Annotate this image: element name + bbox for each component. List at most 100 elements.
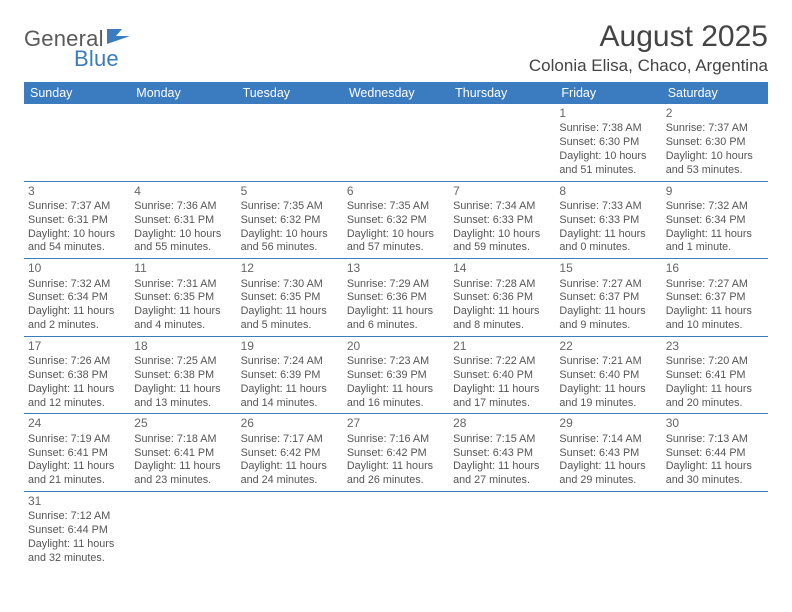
- day-number: 21: [453, 339, 551, 354]
- daylight-text: and 26 minutes.: [347, 474, 445, 488]
- day-number: 7: [453, 184, 551, 199]
- logo: General Blue: [24, 26, 134, 72]
- daylight-text: Daylight: 11 hours: [453, 383, 551, 397]
- calendar-cell: 1Sunrise: 7:38 AMSunset: 6:30 PMDaylight…: [555, 104, 661, 181]
- daylight-text: and 0 minutes.: [559, 241, 657, 255]
- sunset-text: Sunset: 6:41 PM: [666, 369, 764, 383]
- day-number: 29: [559, 416, 657, 431]
- calendar-cell: 17Sunrise: 7:26 AMSunset: 6:38 PMDayligh…: [24, 336, 130, 414]
- title-block: August 2025 Colonia Elisa, Chaco, Argent…: [529, 20, 768, 76]
- calendar-cell: 5Sunrise: 7:35 AMSunset: 6:32 PMDaylight…: [237, 181, 343, 259]
- daylight-text: Daylight: 10 hours: [134, 228, 232, 242]
- calendar-cell: 31Sunrise: 7:12 AMSunset: 6:44 PMDayligh…: [24, 492, 130, 569]
- sunrise-text: Sunrise: 7:13 AM: [666, 433, 764, 447]
- calendar-cell: [449, 492, 555, 569]
- daylight-text: and 21 minutes.: [28, 474, 126, 488]
- sunrise-text: Sunrise: 7:24 AM: [241, 355, 339, 369]
- sunrise-text: Sunrise: 7:20 AM: [666, 355, 764, 369]
- calendar-cell: 15Sunrise: 7:27 AMSunset: 6:37 PMDayligh…: [555, 259, 661, 337]
- sunrise-text: Sunrise: 7:35 AM: [347, 200, 445, 214]
- day-number: 8: [559, 184, 657, 199]
- daylight-text: and 17 minutes.: [453, 397, 551, 411]
- daylight-text: and 4 minutes.: [134, 319, 232, 333]
- daylight-text: and 30 minutes.: [666, 474, 764, 488]
- day-number: 4: [134, 184, 232, 199]
- day-number: 11: [134, 261, 232, 276]
- calendar-cell: 25Sunrise: 7:18 AMSunset: 6:41 PMDayligh…: [130, 414, 236, 492]
- calendar-row: 1Sunrise: 7:38 AMSunset: 6:30 PMDaylight…: [24, 104, 768, 181]
- day-number: 3: [28, 184, 126, 199]
- sunrise-text: Sunrise: 7:26 AM: [28, 355, 126, 369]
- header: General Blue August 2025 Colonia Elisa, …: [24, 20, 768, 76]
- daylight-text: Daylight: 11 hours: [559, 228, 657, 242]
- sunrise-text: Sunrise: 7:30 AM: [241, 278, 339, 292]
- day-number: 31: [28, 494, 126, 509]
- sunrise-text: Sunrise: 7:14 AM: [559, 433, 657, 447]
- calendar-row: 31Sunrise: 7:12 AMSunset: 6:44 PMDayligh…: [24, 492, 768, 569]
- daylight-text: and 23 minutes.: [134, 474, 232, 488]
- sunrise-text: Sunrise: 7:23 AM: [347, 355, 445, 369]
- daylight-text: Daylight: 11 hours: [666, 383, 764, 397]
- sunset-text: Sunset: 6:33 PM: [559, 214, 657, 228]
- day-number: 9: [666, 184, 764, 199]
- day-number: 19: [241, 339, 339, 354]
- dow-tuesday: Tuesday: [237, 82, 343, 104]
- calendar-row: 24Sunrise: 7:19 AMSunset: 6:41 PMDayligh…: [24, 414, 768, 492]
- daylight-text: Daylight: 10 hours: [28, 228, 126, 242]
- sunset-text: Sunset: 6:40 PM: [559, 369, 657, 383]
- daylight-text: and 6 minutes.: [347, 319, 445, 333]
- daylight-text: and 27 minutes.: [453, 474, 551, 488]
- daylight-text: and 20 minutes.: [666, 397, 764, 411]
- calendar-row: 17Sunrise: 7:26 AMSunset: 6:38 PMDayligh…: [24, 336, 768, 414]
- sunset-text: Sunset: 6:36 PM: [347, 291, 445, 305]
- day-number: 28: [453, 416, 551, 431]
- sunset-text: Sunset: 6:30 PM: [559, 136, 657, 150]
- sunset-text: Sunset: 6:32 PM: [347, 214, 445, 228]
- sunrise-text: Sunrise: 7:21 AM: [559, 355, 657, 369]
- sunset-text: Sunset: 6:35 PM: [241, 291, 339, 305]
- daylight-text: Daylight: 11 hours: [28, 305, 126, 319]
- calendar-cell: 18Sunrise: 7:25 AMSunset: 6:38 PMDayligh…: [130, 336, 236, 414]
- daylight-text: Daylight: 10 hours: [666, 150, 764, 164]
- calendar-cell: 12Sunrise: 7:30 AMSunset: 6:35 PMDayligh…: [237, 259, 343, 337]
- daylight-text: Daylight: 11 hours: [241, 383, 339, 397]
- dow-row: Sunday Monday Tuesday Wednesday Thursday…: [24, 82, 768, 104]
- calendar-cell: [130, 104, 236, 181]
- sunset-text: Sunset: 6:30 PM: [666, 136, 764, 150]
- sunset-text: Sunset: 6:40 PM: [453, 369, 551, 383]
- calendar-cell: 16Sunrise: 7:27 AMSunset: 6:37 PMDayligh…: [662, 259, 768, 337]
- daylight-text: Daylight: 11 hours: [559, 383, 657, 397]
- sunset-text: Sunset: 6:34 PM: [666, 214, 764, 228]
- daylight-text: and 53 minutes.: [666, 164, 764, 178]
- calendar-cell: [662, 492, 768, 569]
- calendar-cell: 20Sunrise: 7:23 AMSunset: 6:39 PMDayligh…: [343, 336, 449, 414]
- daylight-text: Daylight: 11 hours: [134, 460, 232, 474]
- day-number: 15: [559, 261, 657, 276]
- daylight-text: Daylight: 10 hours: [559, 150, 657, 164]
- daylight-text: Daylight: 11 hours: [241, 305, 339, 319]
- calendar-cell: 27Sunrise: 7:16 AMSunset: 6:42 PMDayligh…: [343, 414, 449, 492]
- day-number: 20: [347, 339, 445, 354]
- day-number: 2: [666, 106, 764, 121]
- calendar-cell: 7Sunrise: 7:34 AMSunset: 6:33 PMDaylight…: [449, 181, 555, 259]
- day-number: 10: [28, 261, 126, 276]
- sunrise-text: Sunrise: 7:28 AM: [453, 278, 551, 292]
- sunset-text: Sunset: 6:38 PM: [28, 369, 126, 383]
- dow-wednesday: Wednesday: [343, 82, 449, 104]
- sunset-text: Sunset: 6:42 PM: [347, 447, 445, 461]
- day-number: 23: [666, 339, 764, 354]
- daylight-text: Daylight: 11 hours: [28, 383, 126, 397]
- calendar-row: 3Sunrise: 7:37 AMSunset: 6:31 PMDaylight…: [24, 181, 768, 259]
- calendar-cell: [237, 104, 343, 181]
- daylight-text: Daylight: 11 hours: [559, 460, 657, 474]
- page-title: August 2025: [529, 20, 768, 54]
- daylight-text: and 19 minutes.: [559, 397, 657, 411]
- sunset-text: Sunset: 6:32 PM: [241, 214, 339, 228]
- calendar-cell: 26Sunrise: 7:17 AMSunset: 6:42 PMDayligh…: [237, 414, 343, 492]
- sunset-text: Sunset: 6:31 PM: [28, 214, 126, 228]
- day-number: 16: [666, 261, 764, 276]
- calendar-row: 10Sunrise: 7:32 AMSunset: 6:34 PMDayligh…: [24, 259, 768, 337]
- daylight-text: Daylight: 11 hours: [347, 460, 445, 474]
- calendar-cell: [343, 492, 449, 569]
- calendar-cell: 2Sunrise: 7:37 AMSunset: 6:30 PMDaylight…: [662, 104, 768, 181]
